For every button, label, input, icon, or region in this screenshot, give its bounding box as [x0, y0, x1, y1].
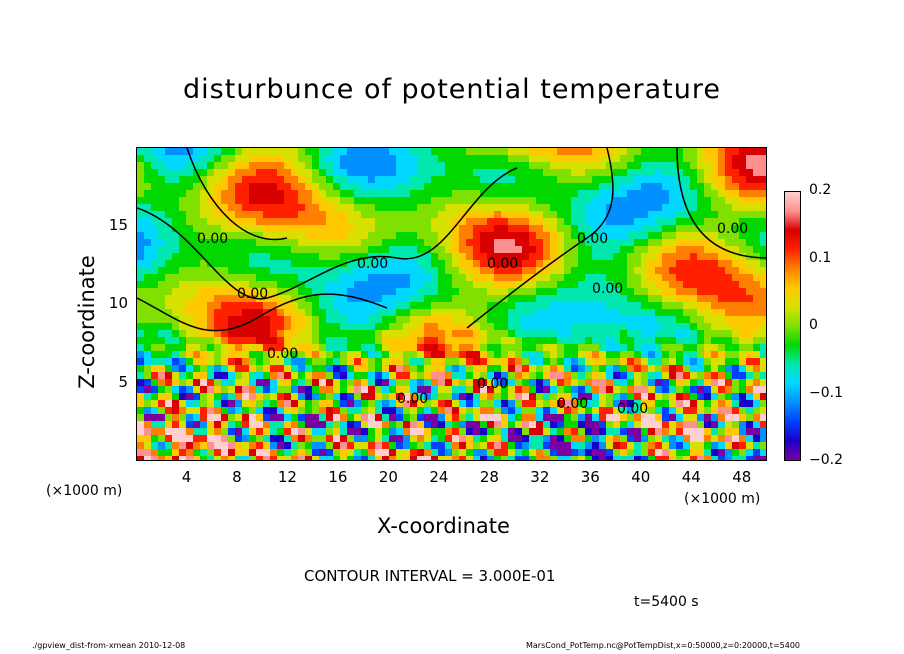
contour-label: 0.00 [557, 396, 588, 412]
x-unit-label-left: (×1000 m) [46, 483, 123, 499]
x-tick-label: 36 [580, 468, 600, 486]
y-axis-label: Z-coordinate [74, 255, 99, 389]
x-tick-label: 24 [429, 468, 449, 486]
contour-line [466, 148, 614, 329]
y-tick-label: 15 [108, 215, 128, 234]
contour-label: 0.00 [617, 401, 648, 417]
heatmap-cells [137, 148, 766, 460]
x-tick-label: 32 [530, 468, 550, 486]
colorbar-tick-label: −0.2 [809, 452, 843, 468]
contour-label: 0.00 [197, 231, 228, 247]
contour-line [676, 148, 766, 259]
x-unit-label-right: (×1000 m) [684, 491, 761, 507]
x-tick-label: 8 [232, 468, 242, 486]
colorbar-tick-label: 0 [809, 317, 818, 333]
plot-area: 0.00 0.00 0.00 0.00 0.00 0.00 0.00 0.00 0.00 0.00… [136, 147, 767, 461]
x-tick-label: 4 [181, 468, 192, 486]
contour-label: 0.00 [477, 376, 508, 392]
footer-left-text: ./gpview_dist-from-xmean 2010-12-08 [32, 641, 186, 650]
x-tick-label: 16 [328, 468, 348, 486]
contour-line [137, 293, 388, 332]
contour-label: 0.00 [592, 281, 623, 297]
colorbar-tick-label: −0.1 [809, 384, 843, 401]
contour-line [186, 148, 288, 241]
contour-label: 0.00 [357, 256, 388, 272]
x-axis-label: X-coordinate [377, 514, 510, 538]
footer-right-text: MarsCond_PotTemp.nc@PotTempDist,x=0:5000… [526, 641, 801, 650]
colorbar [784, 191, 801, 461]
x-tick-label: 48 [732, 468, 752, 486]
contour-label: 0.00 [577, 231, 608, 247]
colorbar-tick-label: 0.1 [809, 249, 832, 266]
x-tick-label: 20 [378, 468, 398, 486]
x-tick-label: 40 [631, 468, 651, 486]
contour-interval-text: CONTOUR INTERVAL = 3.000E-01 [304, 567, 556, 585]
time-label: t=5400 s [634, 594, 699, 610]
x-tick-label: 44 [681, 468, 701, 486]
chart-title: disturbunce of potential temperature [183, 74, 721, 105]
contour-label: 0.00 [267, 346, 298, 362]
contour-label: 0.00 [487, 256, 518, 272]
y-tick-label: 10 [108, 294, 128, 312]
contour-line [137, 167, 518, 300]
colorbar-tick-label: 0.2 [809, 182, 832, 198]
heatmap-field: 0.00 0.00 0.00 0.00 0.00 0.00 0.00 0.00 0.00 0.00… [137, 148, 766, 460]
contour-label: 0.00 [717, 221, 748, 237]
y-tick-label: 5 [118, 372, 128, 391]
contour-label: 0.00 [237, 286, 268, 302]
x-tick-label: 12 [277, 468, 297, 486]
x-tick-label: 28 [479, 468, 499, 486]
contour-label: 0.00 [397, 391, 428, 407]
